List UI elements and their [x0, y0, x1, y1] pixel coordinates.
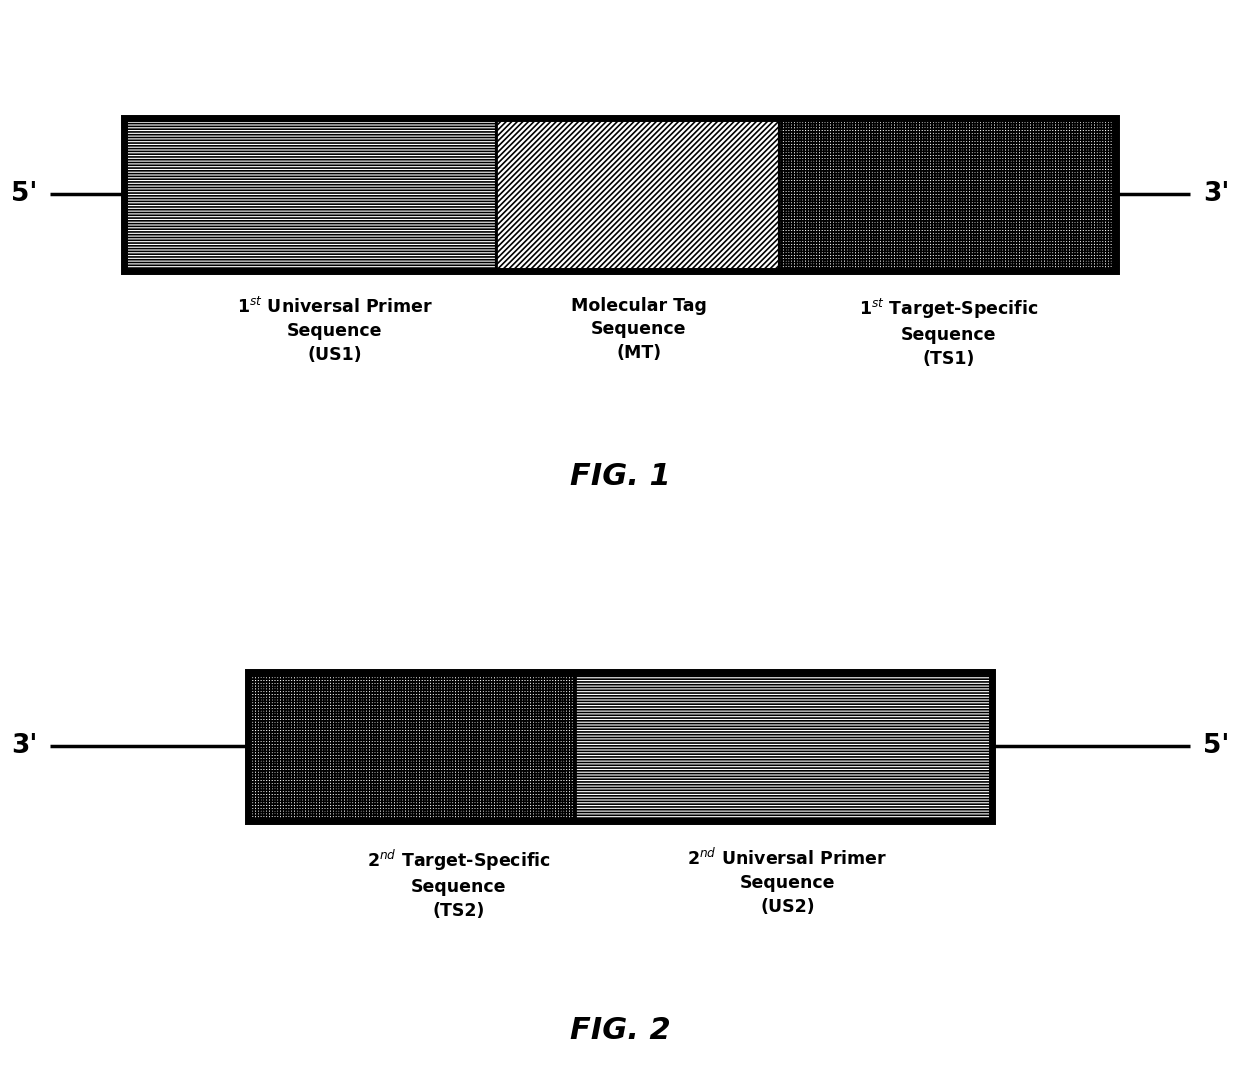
Text: 3': 3' — [11, 733, 37, 759]
Bar — [248, 672, 992, 821]
Text: Molecular Tag
Sequence
(MT): Molecular Tag Sequence (MT) — [570, 296, 707, 362]
Text: 3': 3' — [1203, 181, 1229, 208]
Bar — [575, 672, 992, 821]
Bar — [124, 117, 1116, 271]
Bar — [124, 117, 496, 271]
Bar — [779, 117, 1116, 271]
Text: 5': 5' — [11, 181, 37, 208]
Bar — [496, 117, 779, 271]
Text: 1$^{st}$ Universal Primer
Sequence
(US1): 1$^{st}$ Universal Primer Sequence (US1) — [237, 296, 433, 365]
Text: FIG. 1: FIG. 1 — [569, 463, 671, 491]
Text: 2$^{nd}$ Universal Primer
Sequence
(US2): 2$^{nd}$ Universal Primer Sequence (US2) — [687, 847, 888, 916]
Bar — [248, 672, 575, 821]
Text: 1$^{st}$ Target-Specific
Sequence
(TS1): 1$^{st}$ Target-Specific Sequence (TS1) — [859, 296, 1038, 368]
Text: 2$^{nd}$ Target-Specific
Sequence
(TS2): 2$^{nd}$ Target-Specific Sequence (TS2) — [367, 847, 551, 920]
Text: FIG. 2: FIG. 2 — [569, 1016, 671, 1045]
Text: 5': 5' — [1203, 733, 1229, 759]
